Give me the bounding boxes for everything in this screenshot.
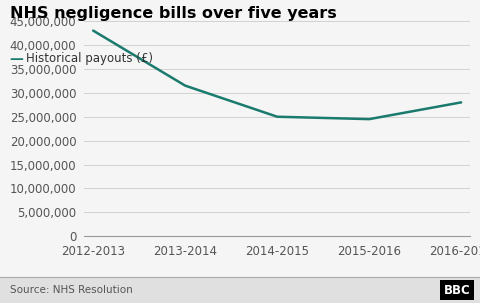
Text: —: —	[10, 52, 24, 65]
Text: Historical payouts (£): Historical payouts (£)	[26, 52, 154, 65]
Text: BBC: BBC	[444, 284, 470, 297]
Text: NHS negligence bills over five years: NHS negligence bills over five years	[10, 6, 336, 21]
Text: Source: NHS Resolution: Source: NHS Resolution	[10, 285, 132, 295]
